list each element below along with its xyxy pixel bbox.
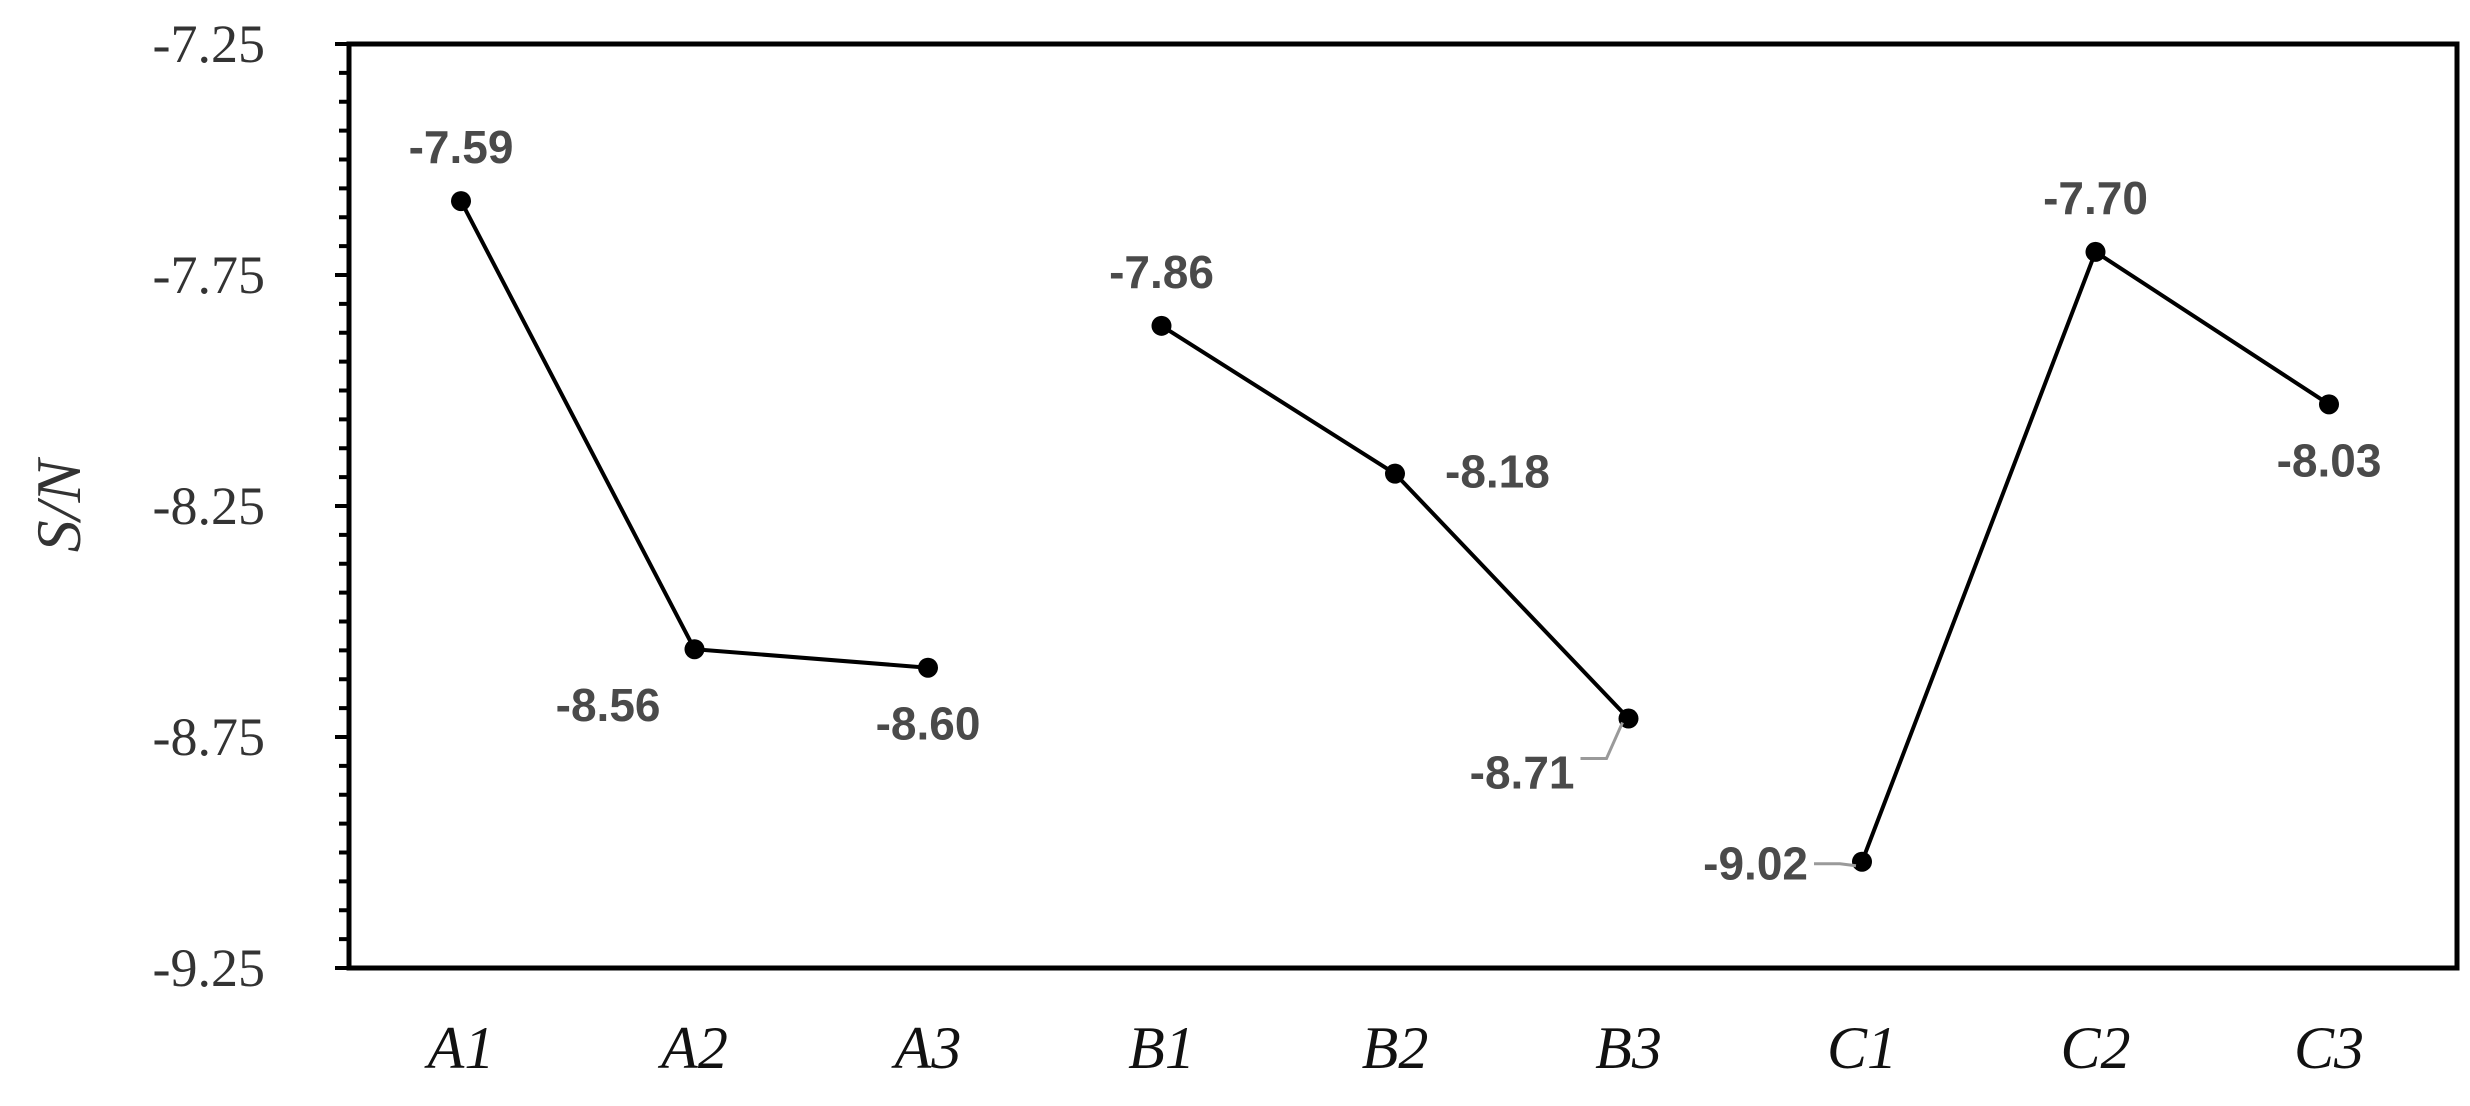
x-tick-label: C1 [1827,1015,1897,1081]
y-tick-label: -7.75 [153,245,265,305]
y-axis-title: S/N [23,456,94,552]
data-label: -8.18 [1445,446,1550,498]
x-tick-label: C3 [2294,1015,2364,1081]
x-tick-label: B3 [1595,1015,1662,1081]
data-point [2085,241,2106,262]
y-tick-label: -8.25 [153,476,265,536]
x-tick-label: A3 [891,1015,962,1081]
data-label: -7.59 [409,121,514,173]
data-point [918,657,938,678]
data-point [1151,315,1172,336]
x-tick-label: B2 [1362,1015,1429,1081]
data-label: -8.71 [1470,747,1575,799]
data-labels: -7.59 -8.56 -8.60 -7.86 -8.18 -8.71 -9.02 -7.70… [409,121,2382,890]
data-label: -7.86 [1109,246,1214,298]
series-lines [451,191,2339,872]
data-point [451,191,471,212]
data-point [2319,394,2339,415]
x-tick-label: B1 [1128,1015,1195,1081]
label-leader-line [1814,862,1857,868]
data-label: -9.02 [1703,838,1808,890]
series-line-1 [1160,324,1630,720]
data-point [1385,463,1405,484]
x-tick-label: A2 [657,1015,728,1081]
x-tick-label: A1 [424,1015,495,1081]
data-point [684,639,705,660]
x-tick-label: C2 [2060,1015,2130,1081]
data-label: -8.60 [876,698,981,750]
series-line-2 [1860,248,2331,863]
data-label: -8.56 [556,679,661,731]
x-axis: A1 A2 A3 B1 B2 B3 C1 C2 C3 [424,1015,2364,1081]
y-axis: -7.25 -7.75 -8.25 -8.75 -9.25 [153,14,349,998]
y-tick-label: -8.75 [153,707,265,767]
data-label: -8.03 [2277,434,2382,486]
series-line-0 [459,200,929,670]
y-tick-label: -9.25 [153,938,265,998]
label-leader-line [1580,721,1624,761]
data-label: -7.70 [2043,172,2148,224]
y-tick-label: -7.25 [153,14,265,74]
data-point [1852,851,1872,872]
